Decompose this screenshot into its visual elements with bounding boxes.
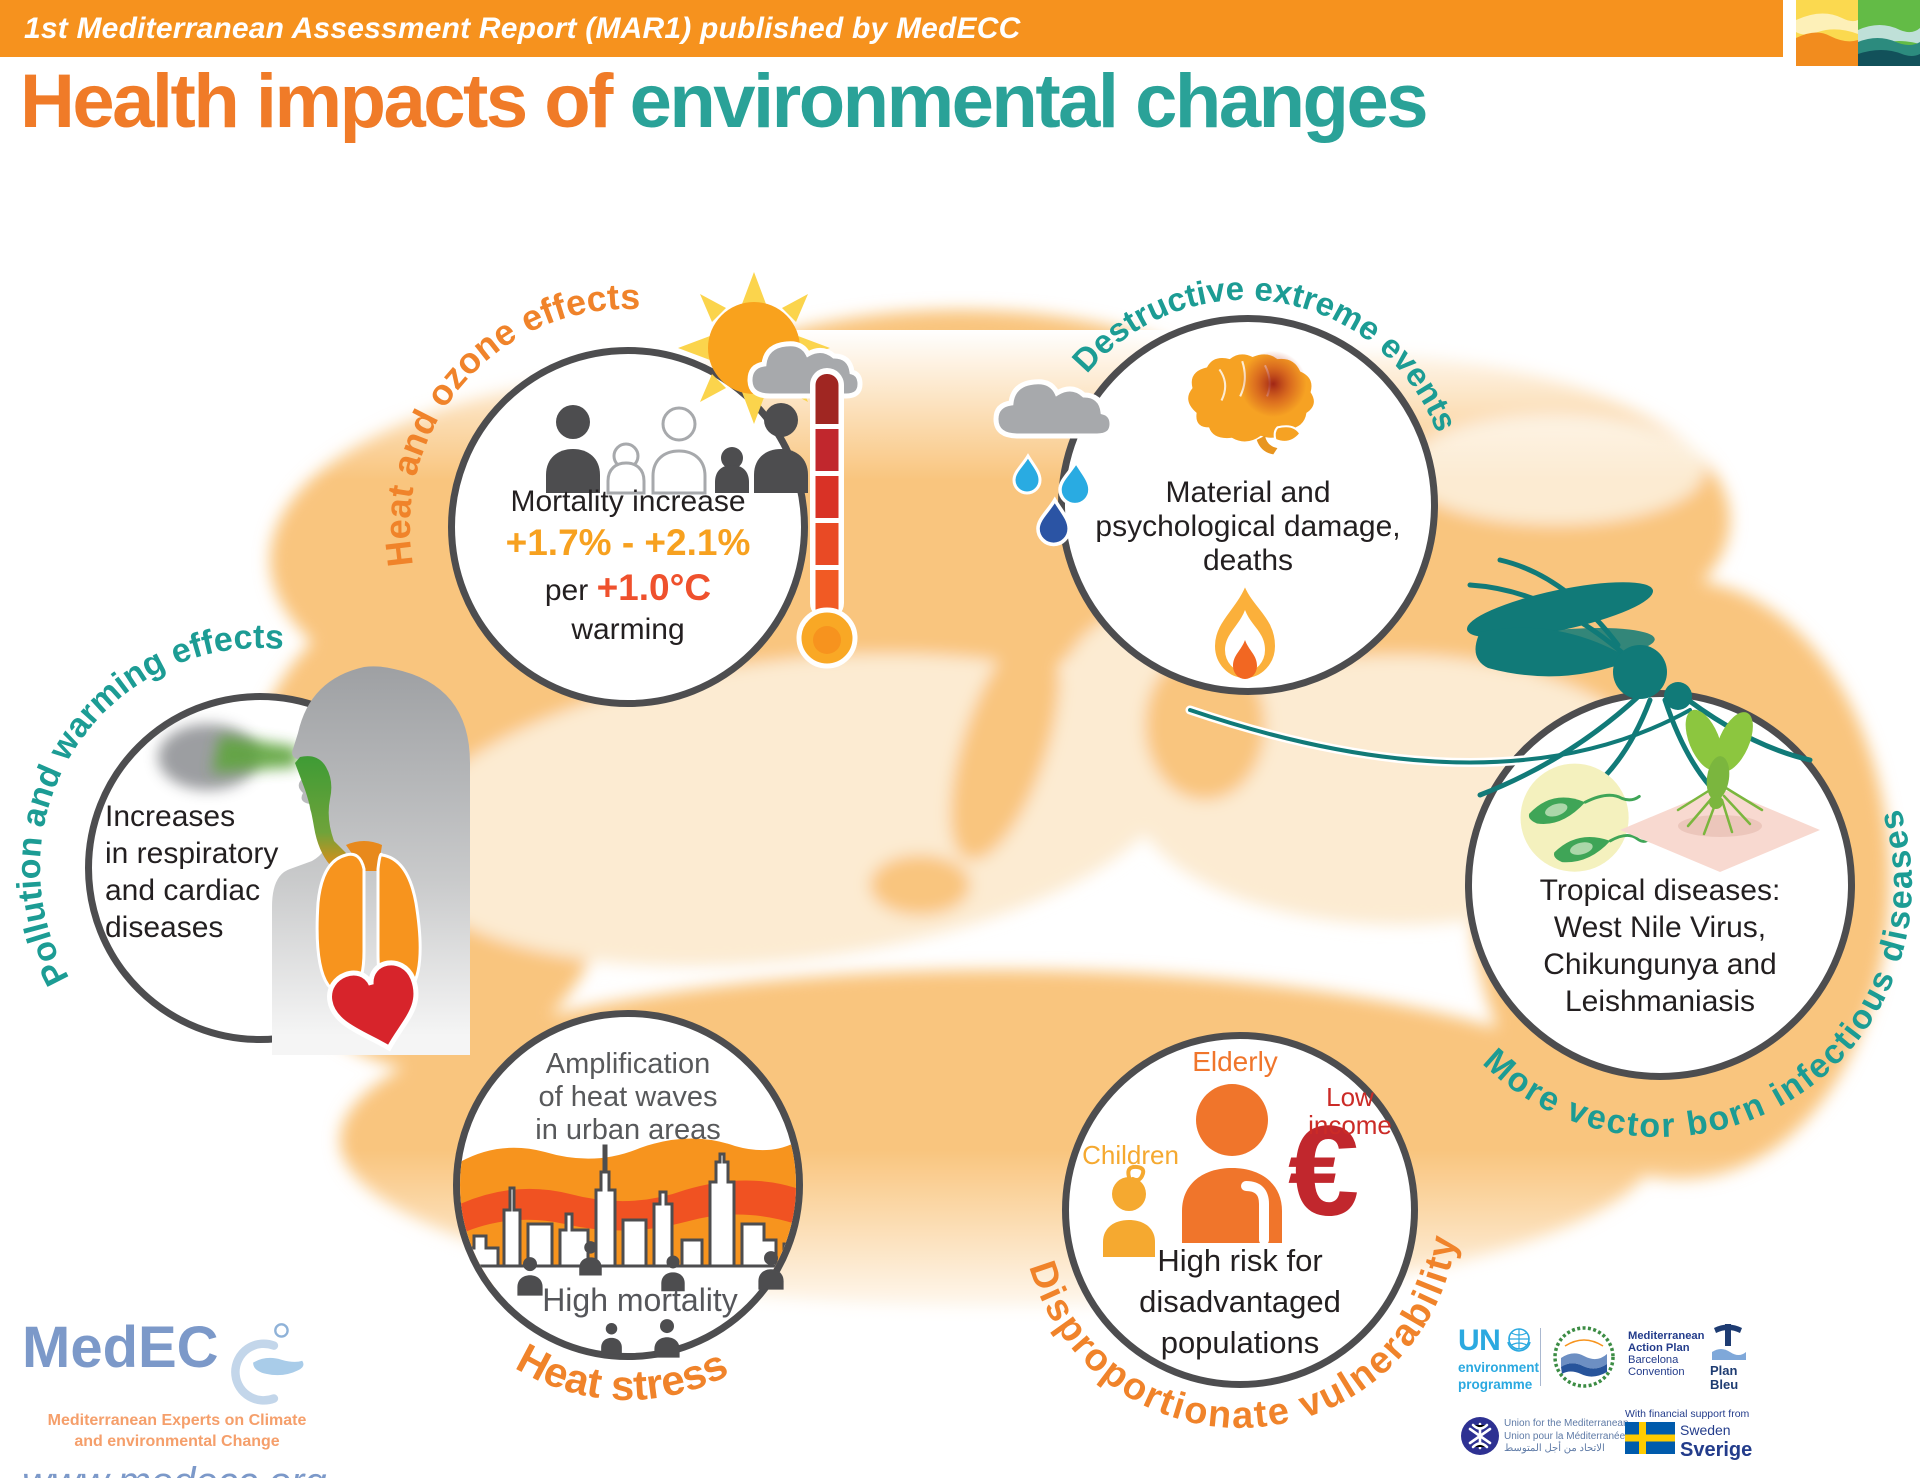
un-environment-text: environment: [1458, 1360, 1540, 1375]
vector-line: Tropical diseases:: [1539, 874, 1781, 907]
page-title: Health impacts of environmental changes: [20, 58, 1429, 145]
vector-line: West Nile Virus,: [1553, 911, 1767, 944]
pollution-line: diseases: [105, 911, 224, 944]
per-degree-line: per +1.0°C: [458, 566, 798, 613]
high-mortality-text: High mortality: [542, 1282, 738, 1318]
title-orange-part: Health impacts of: [20, 59, 630, 144]
vector-line: Leishmaniasis: [1564, 985, 1756, 1018]
warming-word: warming: [571, 613, 685, 646]
extreme-line: psychological damage,: [1095, 510, 1401, 543]
medecc-waves-logo: [1796, 0, 1920, 66]
un-emblem-icon: [1507, 1328, 1531, 1352]
footer-divider: [1540, 1328, 1541, 1386]
medecc-logo: MedEC: [22, 1318, 352, 1410]
vulnerability-line: High risk for: [1157, 1243, 1323, 1278]
low-income-tag: Low income: [1298, 1083, 1402, 1139]
mortality-line: Mortality increase: [510, 485, 746, 518]
vector-text: Tropical diseases: West Nile Virus, Chik…: [1490, 872, 1830, 1020]
map-line: Action Plan: [1628, 1342, 1690, 1354]
map-line: Barcelona: [1628, 1354, 1679, 1366]
top-banner: 1st Mediterranean Assessment Report (MAR…: [0, 0, 1783, 57]
elderly-person-icon: [1182, 1084, 1282, 1245]
per-word: per: [544, 574, 597, 607]
bubble-heat-stress: [453, 1010, 803, 1360]
extreme-line: deaths: [1202, 544, 1294, 577]
map-line: Convention: [1628, 1366, 1685, 1378]
ufm-line: الاتحاد من أجل المتوسط: [1504, 1443, 1605, 1454]
vulnerability-line: populations: [1160, 1325, 1320, 1360]
children-tag: Children: [1082, 1140, 1179, 1170]
medecc-c-arc-icon: [230, 1323, 304, 1405]
medecc-tagline: and environmental Change: [74, 1433, 280, 1450]
pollution-text: Increases in respiratory and cardiac dis…: [105, 798, 355, 946]
medecc-tagline: Mediterranean Experts on Climate: [47, 1412, 307, 1429]
extreme-line: Material and: [1165, 476, 1331, 509]
map-barcelona-text: Mediterranean Action Plan Barcelona Conv…: [1628, 1330, 1704, 1378]
heat-stress-line: Amplification: [545, 1048, 711, 1080]
fire-icon: [1210, 575, 1280, 682]
extreme-events-text: Material and psychological damage, death…: [1073, 476, 1423, 578]
heat-stress-line: in urban areas: [535, 1114, 721, 1146]
person-icon: [517, 1257, 543, 1296]
low-income-line: income: [1308, 1110, 1392, 1140]
parasites-icon: [1520, 763, 1653, 872]
thermometer-icon: [796, 368, 858, 669]
plan-bleu-text: Plan: [1710, 1363, 1738, 1378]
people-group-icon: [546, 403, 808, 495]
respiratory-system-icon: [158, 666, 470, 1055]
sweden-text-en: Sweden: [1680, 1422, 1731, 1438]
plan-bleu-icon: [1712, 1324, 1746, 1360]
euro-icon: €: [1288, 1100, 1360, 1243]
vector-line: Chikungunya and: [1543, 948, 1777, 981]
person-icon: [579, 1241, 602, 1276]
pollution-line: and cardiac: [105, 874, 261, 907]
heat-ozone-text: Mortality increase +1.7% - +2.1% per +1.…: [458, 484, 798, 647]
ufm-line: Union for the Mediterranean: [1504, 1418, 1629, 1429]
ufm-text: Union for the Mediterranean Union pour l…: [1504, 1418, 1629, 1456]
low-income-line: Low: [1326, 1082, 1374, 1112]
heat-stress-clip: [460, 1017, 796, 1353]
person-icon: [654, 1319, 680, 1358]
sweden-flag-icon: [1625, 1422, 1675, 1454]
city-skyline-icon: [460, 1138, 796, 1287]
un-wordmark: UN: [1458, 1324, 1501, 1357]
elderly-tag: Elderly: [1192, 1046, 1278, 1077]
heat-stress-line: of heat waves: [538, 1081, 718, 1113]
person-icon: [758, 1251, 784, 1290]
banner-text: 1st Mediterranean Assessment Report (MAR…: [24, 11, 1021, 45]
title-teal-part: environmental changes: [629, 59, 1429, 144]
person-icon: [661, 1255, 685, 1292]
ufm-line: Union pour la Méditerranée: [1504, 1430, 1626, 1442]
mortality-range: +1.7% - +2.1%: [505, 522, 751, 563]
medecc-logo-block: MedEC Mediterranean Experts on Climate a…: [22, 1318, 352, 1478]
ufm-emblem-icon: [1461, 1417, 1499, 1455]
pollution-line: Increases: [105, 800, 236, 833]
sweden-support-text: With financial support from: [1625, 1408, 1750, 1420]
sweden-text-sv: Sverige: [1680, 1439, 1753, 1461]
vulnerability-line: disadvantaged: [1139, 1284, 1341, 1319]
sandfly-icon: [1620, 709, 1820, 872]
rain-cloud-icon: [993, 379, 1115, 547]
pollution-line: in respiratory: [105, 837, 279, 870]
un-programme-text: programme: [1458, 1377, 1533, 1392]
brain-icon: [1188, 350, 1314, 455]
degree-value: +1.0°C: [596, 567, 712, 608]
medecc-wordmark: MedEC: [22, 1315, 219, 1380]
map-barcelona-emblem-icon: [1553, 1326, 1615, 1388]
person-icon: [601, 1322, 622, 1355]
medecc-website: www.medecc.org: [22, 1460, 352, 1478]
map-line: Mediterranean: [1628, 1330, 1705, 1342]
vulnerability-text: High risk for disadvantaged populations: [1070, 1240, 1410, 1363]
plan-bleu-text: Bleu: [1710, 1377, 1739, 1392]
heat-stress-top-text: Amplification of heat waves in urban are…: [458, 1048, 798, 1147]
child-icon: [1103, 1164, 1155, 1257]
partner-logos-block: UN environment programme Mediterranean A…: [1448, 1318, 1920, 1473]
